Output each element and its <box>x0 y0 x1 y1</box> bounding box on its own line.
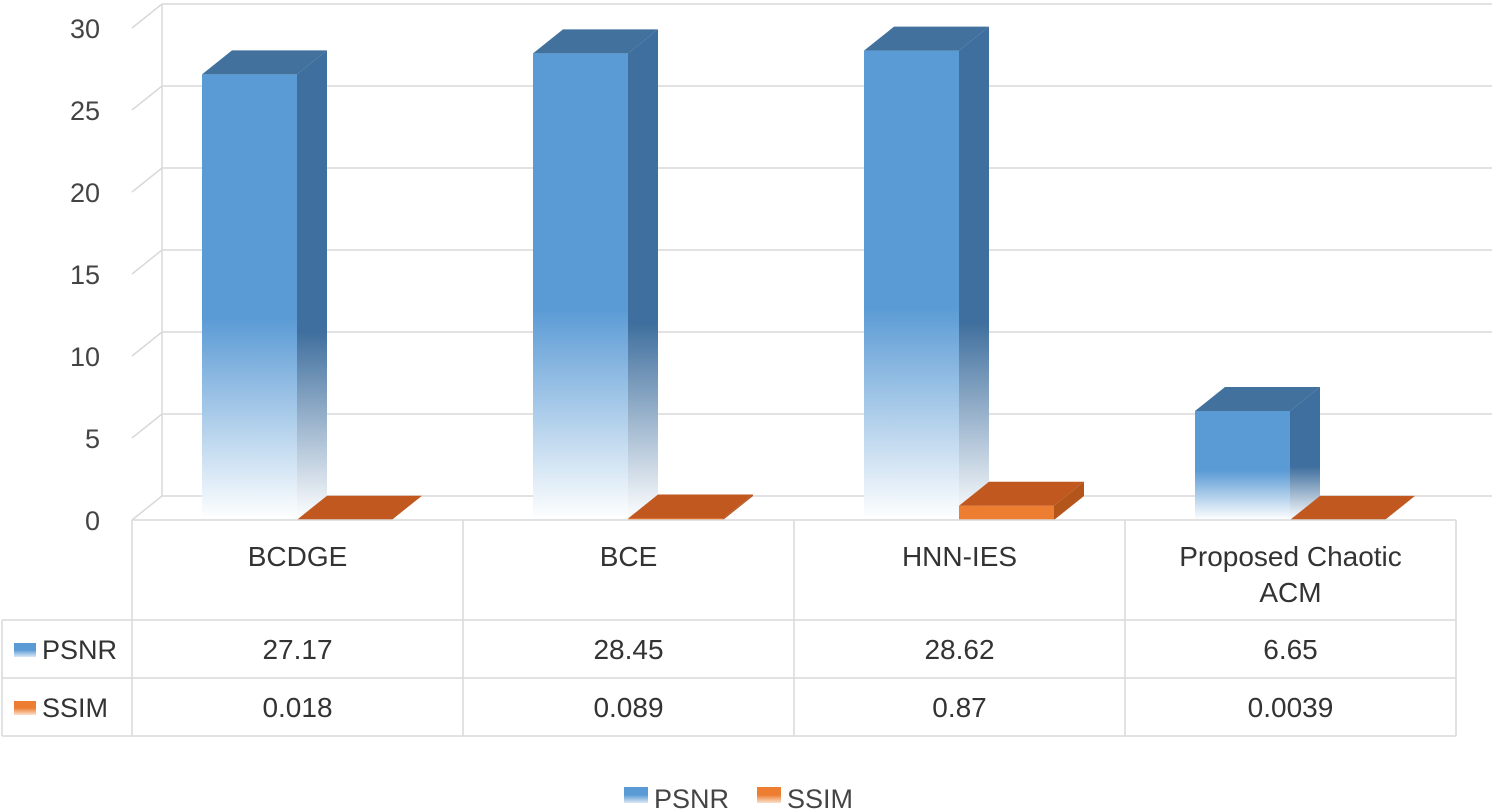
ssim-bar-hnn-ies <box>959 481 1084 520</box>
data-table: BCDGE BCE HNN-IES Proposed Chaotic ACM PSNR 27… <box>1 519 1457 737</box>
x-tick-label: HNN-IES <box>902 541 1017 572</box>
legend: PSNR SSIM <box>624 784 853 809</box>
psnr-bar-side <box>959 26 989 521</box>
gridlines <box>131 3 1492 521</box>
psnr-bar-bce <box>533 29 658 521</box>
legend-label-psnr: PSNR <box>654 784 729 809</box>
data-cell-ssim: 0.089 <box>593 692 663 723</box>
y-tick-label: 10 <box>70 342 100 372</box>
psnr-bar-front <box>864 50 959 521</box>
psnr-bar-top <box>864 26 989 51</box>
ssim-bar-proposed-chaotic-acm <box>1290 495 1415 520</box>
psnr-bar-proposed-chaotic-acm <box>1195 386 1320 520</box>
y-tick-label: 5 <box>85 424 100 454</box>
y-tick-label: 20 <box>70 178 100 208</box>
y-tick-label: 15 <box>70 260 100 290</box>
psnr-bar-front <box>533 53 628 521</box>
data-cell-ssim: 0.87 <box>932 692 987 723</box>
ssim-bar-top <box>297 495 422 520</box>
psnr-bar-side <box>628 29 658 520</box>
ssim-bar-top <box>959 481 1084 506</box>
data-cell-psnr: 27.17 <box>262 634 332 665</box>
bars <box>202 26 1415 521</box>
psnr-bar-top <box>1195 386 1320 411</box>
data-cell-psnr: 6.65 <box>1263 634 1318 665</box>
psnr-bar-hnn-ies <box>864 26 989 521</box>
data-cell-ssim: 0.018 <box>262 692 332 723</box>
gridline-depth <box>131 167 163 193</box>
ssim-row-swatch <box>14 701 36 715</box>
psnr-bar-front <box>202 74 297 521</box>
y-tick-label: 0 <box>85 506 100 536</box>
ssim-bar-top <box>1290 495 1415 520</box>
data-cell-psnr: 28.45 <box>593 634 663 665</box>
gridline-depth <box>131 331 163 357</box>
data-cell-ssim: 0.0039 <box>1248 692 1334 723</box>
gridline-depth <box>131 85 163 111</box>
data-cell-psnr: 28.62 <box>924 634 994 665</box>
ssim-bar-side <box>723 494 753 520</box>
x-tick-label: Proposed Chaotic ACM <box>1179 541 1402 608</box>
gridline-depth <box>131 249 163 275</box>
ssim-bar-bcdge <box>297 495 422 520</box>
ssim-row-label: SSIM <box>42 693 108 723</box>
x-tick-label: BCE <box>600 541 658 572</box>
gridline-depth <box>131 495 163 521</box>
legend-swatch-ssim <box>757 787 781 803</box>
psnr-bar-top <box>202 50 327 75</box>
psnr-bar-side <box>1290 386 1320 520</box>
ssim-bar-top <box>628 494 753 519</box>
gridline-depth <box>131 413 163 439</box>
legend-swatch-psnr <box>624 787 648 803</box>
x-tick-label: BCDGE <box>248 541 348 572</box>
psnr-bar-front <box>1195 410 1290 520</box>
psnr-row-swatch <box>14 643 36 657</box>
y-tick-label: 25 <box>70 96 100 126</box>
psnr-bar-side <box>297 50 327 521</box>
psnr-bar-bcdge <box>202 50 327 521</box>
psnr-row-label: PSNR <box>42 635 117 665</box>
psnr-bar-top <box>533 29 658 54</box>
ssim-bar-front <box>959 505 1054 520</box>
legend-label-ssim: SSIM <box>787 784 853 809</box>
ssim-bar-side <box>1054 481 1084 520</box>
gridline-depth <box>131 3 163 29</box>
y-axis: 0 5 10 15 20 25 30 <box>70 14 100 536</box>
y-tick-label: 30 <box>70 14 100 44</box>
